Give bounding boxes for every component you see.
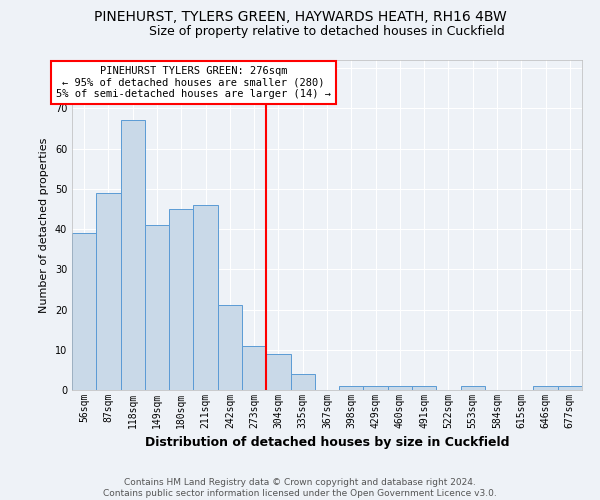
Bar xyxy=(533,386,558,390)
Bar xyxy=(290,374,315,390)
Bar xyxy=(218,306,242,390)
Text: PINEHURST TYLERS GREEN: 276sqm
← 95% of detached houses are smaller (280)
5% of : PINEHURST TYLERS GREEN: 276sqm ← 95% of … xyxy=(56,66,331,99)
Bar xyxy=(461,386,485,390)
Bar xyxy=(266,354,290,390)
Title: Size of property relative to detached houses in Cuckfield: Size of property relative to detached ho… xyxy=(149,25,505,38)
X-axis label: Distribution of detached houses by size in Cuckfield: Distribution of detached houses by size … xyxy=(145,436,509,450)
Y-axis label: Number of detached properties: Number of detached properties xyxy=(39,138,49,312)
Bar xyxy=(339,386,364,390)
Text: PINEHURST, TYLERS GREEN, HAYWARDS HEATH, RH16 4BW: PINEHURST, TYLERS GREEN, HAYWARDS HEATH,… xyxy=(94,10,506,24)
Bar xyxy=(72,233,96,390)
Bar xyxy=(364,386,388,390)
Text: Contains HM Land Registry data © Crown copyright and database right 2024.
Contai: Contains HM Land Registry data © Crown c… xyxy=(103,478,497,498)
Bar xyxy=(145,225,169,390)
Bar xyxy=(169,209,193,390)
Bar xyxy=(121,120,145,390)
Bar xyxy=(412,386,436,390)
Bar xyxy=(558,386,582,390)
Bar xyxy=(193,205,218,390)
Bar xyxy=(96,193,121,390)
Bar xyxy=(388,386,412,390)
Bar xyxy=(242,346,266,390)
